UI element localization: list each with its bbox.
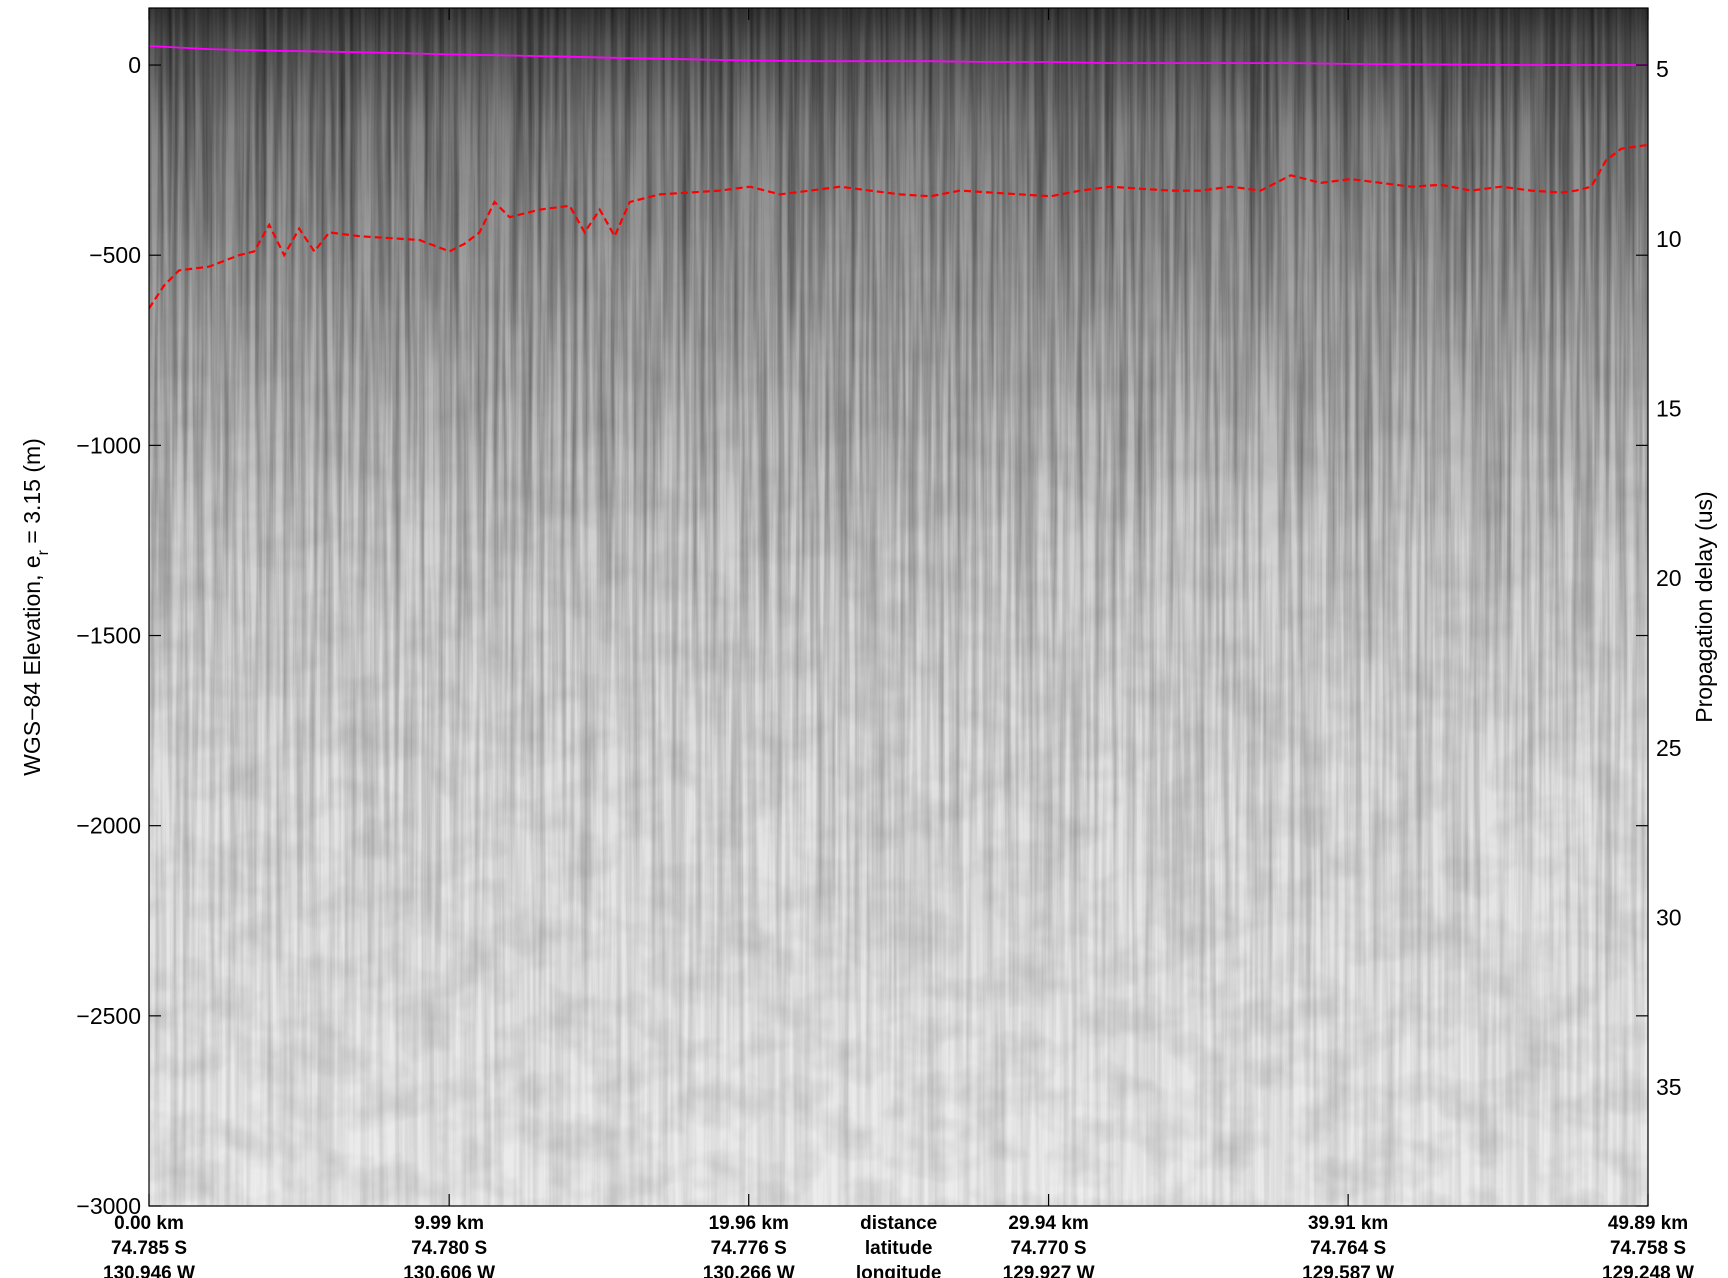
y-tick-label-right: 35 bbox=[1656, 1074, 1682, 1100]
x-tick-label: 74.758 S bbox=[1610, 1238, 1686, 1259]
series-line-1 bbox=[149, 143, 1648, 310]
x-tick-label: 74.780 S bbox=[411, 1238, 487, 1259]
y-tick-label-right: 25 bbox=[1656, 735, 1682, 761]
y-tick-label-left: −3000 bbox=[76, 1193, 141, 1219]
series-layer bbox=[149, 45, 1648, 310]
y-tick-label-left: 0 bbox=[128, 52, 141, 78]
y-tick-label-right: 20 bbox=[1656, 565, 1682, 591]
y-tick-label-right: 5 bbox=[1656, 56, 1669, 82]
x-row-name: latitude bbox=[865, 1238, 933, 1259]
y-axis-label-left: WGS−84 Elevation, er = 3.15 (m) bbox=[19, 438, 52, 776]
x-tick-label: 19.96 km bbox=[709, 1213, 789, 1234]
plot-area bbox=[149, 8, 1648, 1206]
x-tick-label: 129.927 W bbox=[1003, 1263, 1095, 1278]
x-tick-label: 129.248 W bbox=[1602, 1263, 1694, 1278]
plot-frame bbox=[148, 7, 1649, 1207]
x-tick-label: 29.94 km bbox=[1008, 1213, 1088, 1234]
x-tick-label: 0.00 km bbox=[114, 1213, 184, 1234]
y-tick-label-left: −2500 bbox=[76, 1003, 141, 1029]
radargram-texture bbox=[149, 8, 1648, 1206]
x-tick-label: 74.776 S bbox=[711, 1238, 787, 1259]
y-tick-label-right: 15 bbox=[1656, 395, 1682, 421]
x-tick-label: 130.266 W bbox=[703, 1263, 795, 1278]
x-tick-label: 9.99 km bbox=[414, 1213, 484, 1234]
axis-ticks bbox=[148, 8, 1649, 1207]
y-tick-label-left: −500 bbox=[89, 242, 141, 268]
y-tick-label-left: −1000 bbox=[76, 432, 141, 458]
x-tick-label: 130.946 W bbox=[103, 1263, 195, 1278]
axis-labels: 0 −500 −1000 −1500 −2000 −2500 −3000 5 10 15 20 25 3… bbox=[19, 52, 1717, 1278]
y-tick-label-right: 10 bbox=[1656, 226, 1682, 252]
x-tick-label: 74.764 S bbox=[1310, 1238, 1386, 1259]
y-tick-label-left: −2000 bbox=[76, 813, 141, 839]
x-tick-label: 49.89 km bbox=[1608, 1213, 1688, 1234]
x-tick-label: 39.91 km bbox=[1308, 1213, 1388, 1234]
series-line-0 bbox=[149, 45, 1648, 66]
x-row-name: distance bbox=[860, 1213, 937, 1234]
x-tick-label: 129.587 W bbox=[1302, 1263, 1394, 1278]
y-axis-label-right: Propagation delay (us) bbox=[1691, 491, 1717, 722]
x-tick-label: 74.770 S bbox=[1011, 1238, 1087, 1259]
x-tick-label: 130.606 W bbox=[403, 1263, 495, 1278]
x-row-name: longitude bbox=[856, 1263, 941, 1278]
y-tick-label-right: 30 bbox=[1656, 905, 1682, 931]
y-tick-label-left: −1500 bbox=[76, 623, 141, 649]
x-tick-label: 74.785 S bbox=[111, 1238, 187, 1259]
